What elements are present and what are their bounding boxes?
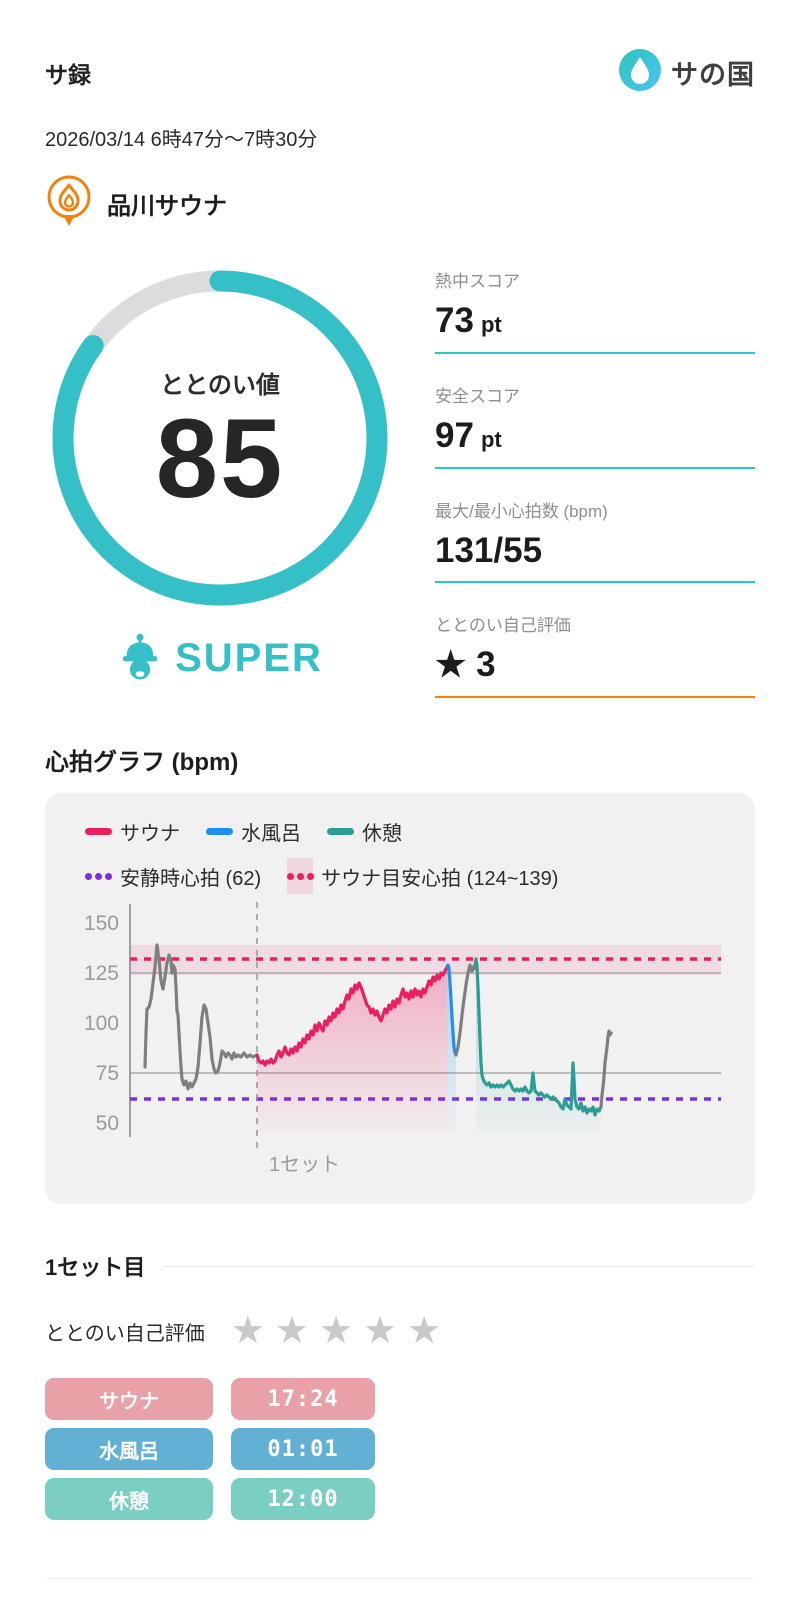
divider xyxy=(163,1265,755,1267)
stat-value: 131/55 xyxy=(435,530,543,570)
legend-target-band-label: サウナ目安心拍 (124~139) xyxy=(321,867,559,890)
phase-duration: 12:00 xyxy=(231,1478,375,1520)
brand-logo: サの国 xyxy=(618,48,755,97)
legend-series-1: 水風呂 xyxy=(206,817,301,846)
y-tick-label: 50 xyxy=(96,1112,119,1135)
gauge-value: 85 xyxy=(155,395,285,521)
chart-legend-row-series: サウナ 水風呂 休憩 xyxy=(85,817,755,846)
set-marker-label: 1セット xyxy=(269,1154,340,1176)
mizuburo-fill xyxy=(447,965,456,1133)
star-icon[interactable]: ★ xyxy=(274,1310,309,1352)
page-title: サ録 xyxy=(45,61,91,88)
stat-value: ★ 3 xyxy=(435,645,496,685)
stat-block-2: 最大/最小心拍数 (bpm) 131/55 xyxy=(435,497,755,584)
sauna-line xyxy=(255,965,449,1067)
gauge-label: ととのい値 xyxy=(160,371,280,399)
footer-divider xyxy=(45,1578,755,1579)
purple-dots-icon xyxy=(85,872,112,880)
stat-label: 最大/最小心拍数 (bpm) xyxy=(435,501,608,521)
star-icon[interactable]: ★ xyxy=(363,1310,398,1352)
set-1-rating-label: ととのい自己評価 xyxy=(45,1322,205,1345)
chart-legend: サウナ 水風呂 休憩 安静時心拍 (62) サウナ目安心拍 (124~139) xyxy=(45,817,755,894)
stat-block-0: 熱中スコア 73 pt xyxy=(435,267,755,354)
set-1-title: 1セット目 xyxy=(45,1255,146,1280)
totonoi-gauge: ととのい値 85 xyxy=(45,263,395,698)
stat-label: 熱中スコア xyxy=(435,272,520,291)
gauge-ring xyxy=(52,270,388,606)
y-tick-label: 125 xyxy=(84,962,119,985)
stat-value: 97 pt xyxy=(435,415,502,455)
star-rating-input[interactable]: ★ ★ ★ ★ ★ xyxy=(231,1312,441,1350)
stat-block-3: ととのい自己評価 ★ 3 xyxy=(435,611,755,698)
legend-target-band: サウナ目安心拍 (124~139) xyxy=(286,858,559,894)
legend-series-2: 休憩 xyxy=(327,817,402,846)
y-tick-label: 75 xyxy=(96,1062,119,1085)
line-swatch-icon xyxy=(85,828,112,835)
stat-label: 安全スコア xyxy=(435,386,520,406)
phase-duration: 01:01 xyxy=(231,1428,375,1470)
venue-row: 品川サウナ xyxy=(45,174,755,233)
cooldown-line xyxy=(599,1029,613,1109)
brand-logo-text: サの国 xyxy=(671,60,755,90)
sauna-fill xyxy=(257,967,447,1133)
stats-column: 熱中スコア 73 pt 安全スコア 97 pt 最大/最小心拍数 (bpm) 131/55 とと… xyxy=(435,263,755,698)
phase-row-2: 休憩 12:00 xyxy=(45,1478,755,1520)
header: サ録 サの国 xyxy=(45,48,755,97)
legend-resting-hr-label: 安静時心拍 (62) xyxy=(120,867,262,890)
phase-label: 休憩 xyxy=(45,1478,213,1520)
mizuburo-line xyxy=(445,963,458,1057)
set-1-header: 1セット目 xyxy=(45,1250,755,1282)
heart-rate-chart-panel: サウナ 水風呂 休憩 安静時心拍 (62) サウナ目安心拍 (124~139) 50… xyxy=(45,793,755,1204)
phase-row-1: 水風呂 01:01 xyxy=(45,1428,755,1470)
sauna-hat-icon xyxy=(117,631,163,686)
star-icon[interactable]: ★ xyxy=(318,1310,354,1352)
warmup-line xyxy=(143,943,259,1091)
chart-legend-row-reference: 安静時心拍 (62) サウナ目安心拍 (124~139) xyxy=(85,858,755,894)
phase-row-0: サウナ 17:24 xyxy=(45,1378,755,1420)
star-icon[interactable]: ★ xyxy=(230,1310,265,1352)
flame-bubble-icon xyxy=(45,174,93,233)
legend-resting-hr: 安静時心拍 (62) xyxy=(85,862,261,891)
y-tick-label: 100 xyxy=(84,1012,119,1035)
y-tick-label: 150 xyxy=(84,912,119,935)
rest-fill xyxy=(476,959,601,1133)
set-1-phase-table: サウナ 17:24 水風呂 01:01 休憩 12:00 xyxy=(45,1378,755,1520)
between-line xyxy=(454,957,478,1057)
stat-value: 73 pt xyxy=(435,301,502,340)
stat-block-1: 安全スコア 97 pt xyxy=(435,382,755,469)
gauge-rating: SUPER xyxy=(45,631,395,686)
line-swatch-icon xyxy=(206,828,233,835)
set-1-rating-row: ととのい自己評価 ★ ★ ★ ★ ★ xyxy=(45,1312,755,1350)
water-drop-icon xyxy=(618,48,662,97)
summary-section: ととのい値 85 xyxy=(45,263,755,698)
pink-band-dots-icon xyxy=(286,858,314,894)
venue-name: 品川サウナ xyxy=(107,193,227,220)
phase-label: サウナ xyxy=(45,1378,213,1420)
phase-duration: 17:24 xyxy=(231,1378,375,1420)
rest-line xyxy=(474,957,603,1117)
phase-label: 水風呂 xyxy=(45,1428,213,1470)
stat-label: ととのい自己評価 xyxy=(435,616,571,636)
legend-series-0: サウナ xyxy=(85,817,180,846)
gauge-rating-label: SUPER xyxy=(175,636,323,680)
line-swatch-icon xyxy=(327,828,354,835)
heart-rate-chart-title: 心拍グラフ (bpm) xyxy=(45,749,239,776)
session-datetime: 2026/03/14 6時47分〜7時30分 xyxy=(45,129,318,151)
heart-rate-chart: 50 75 100 125 150 1セット xyxy=(84,902,721,1176)
star-icon[interactable]: ★ xyxy=(407,1310,442,1352)
